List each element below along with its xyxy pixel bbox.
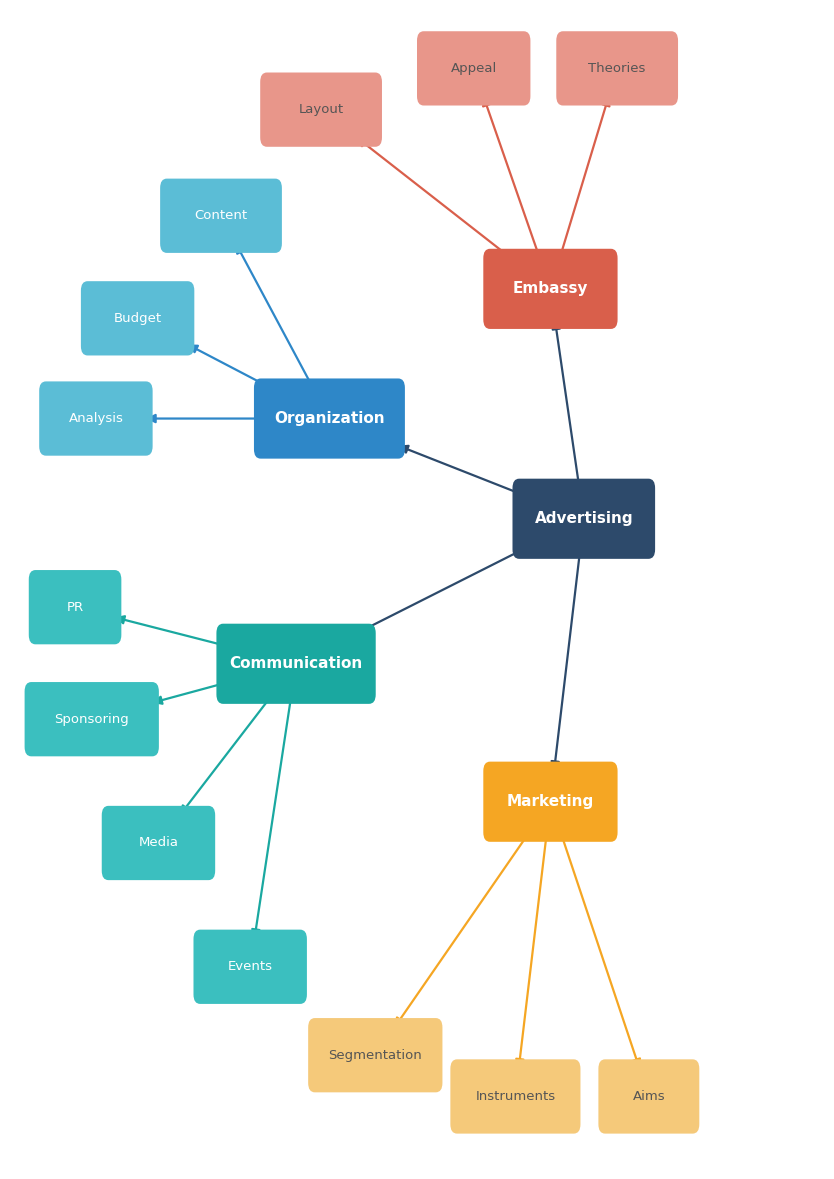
Text: Embassy: Embassy bbox=[513, 282, 588, 296]
Text: Instruments: Instruments bbox=[475, 1089, 555, 1104]
Text: PR: PR bbox=[67, 600, 83, 614]
FancyBboxPatch shape bbox=[483, 249, 617, 329]
FancyBboxPatch shape bbox=[28, 571, 122, 644]
FancyBboxPatch shape bbox=[260, 72, 382, 146]
FancyBboxPatch shape bbox=[309, 1019, 442, 1093]
FancyBboxPatch shape bbox=[512, 479, 655, 559]
FancyBboxPatch shape bbox=[483, 762, 617, 842]
FancyBboxPatch shape bbox=[102, 806, 215, 880]
FancyBboxPatch shape bbox=[25, 681, 158, 757]
FancyBboxPatch shape bbox=[81, 282, 194, 356]
FancyBboxPatch shape bbox=[193, 929, 307, 1003]
Text: Theories: Theories bbox=[589, 61, 646, 75]
FancyBboxPatch shape bbox=[160, 179, 282, 253]
FancyBboxPatch shape bbox=[216, 624, 375, 704]
Text: Layout: Layout bbox=[299, 103, 344, 117]
FancyBboxPatch shape bbox=[450, 1059, 580, 1134]
Text: Advertising: Advertising bbox=[535, 512, 633, 526]
Text: Media: Media bbox=[138, 836, 178, 850]
Text: Budget: Budget bbox=[113, 311, 162, 325]
FancyBboxPatch shape bbox=[556, 32, 678, 106]
Text: Organization: Organization bbox=[274, 411, 384, 426]
FancyBboxPatch shape bbox=[39, 381, 153, 455]
FancyBboxPatch shape bbox=[254, 378, 404, 459]
FancyBboxPatch shape bbox=[417, 32, 530, 106]
Text: Sponsoring: Sponsoring bbox=[54, 712, 129, 726]
Text: Marketing: Marketing bbox=[507, 795, 594, 809]
Text: Content: Content bbox=[194, 209, 248, 223]
Text: Segmentation: Segmentation bbox=[329, 1048, 422, 1062]
FancyBboxPatch shape bbox=[598, 1059, 699, 1134]
Text: Events: Events bbox=[228, 960, 273, 974]
Text: Communication: Communication bbox=[229, 657, 363, 671]
Text: Aims: Aims bbox=[632, 1089, 666, 1104]
Text: Analysis: Analysis bbox=[68, 411, 123, 426]
Text: Appeal: Appeal bbox=[450, 61, 497, 75]
